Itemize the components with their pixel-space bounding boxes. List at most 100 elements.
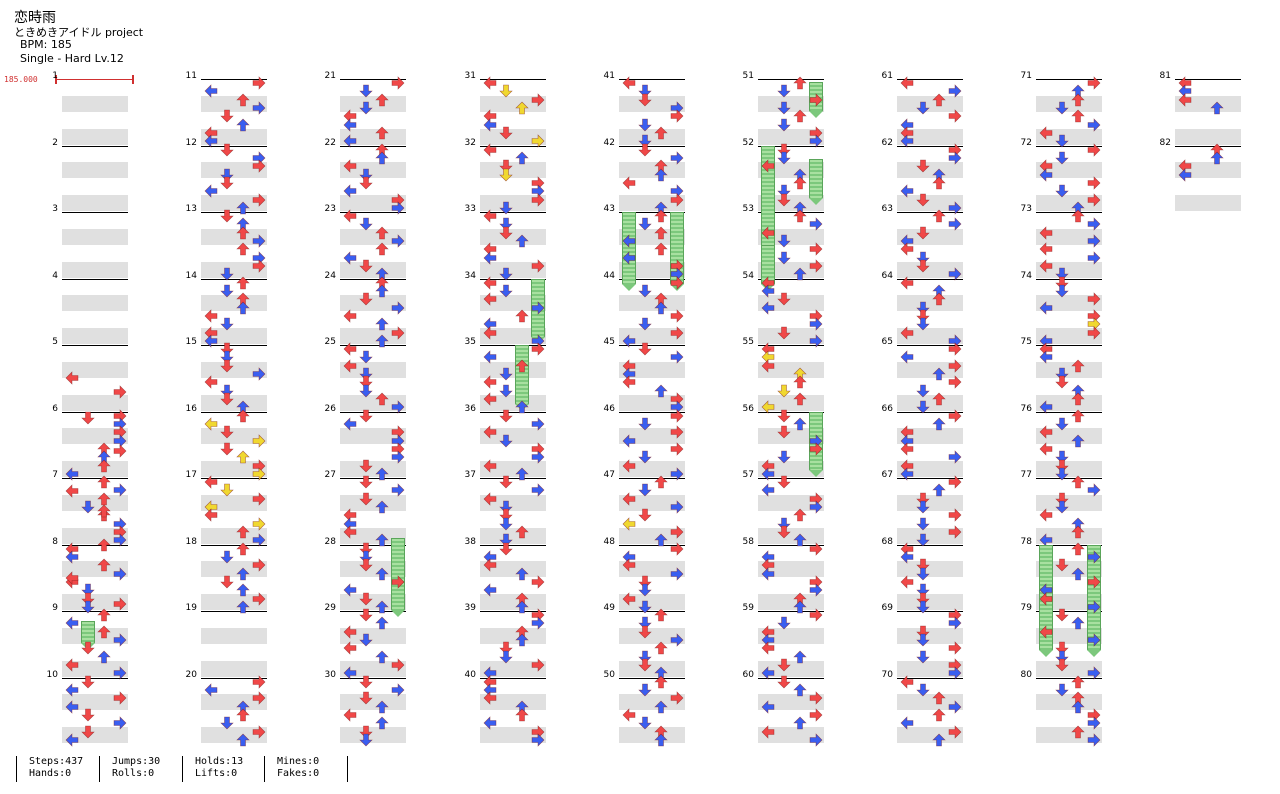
measure-number: 62 — [881, 137, 893, 148]
beat-band — [201, 527, 267, 544]
step-arrow-up — [793, 683, 807, 697]
measure-line — [340, 411, 406, 413]
step-arrow-down — [638, 650, 652, 664]
step-arrow-left — [483, 292, 497, 307]
step-arrow-down — [359, 733, 373, 747]
step-arrow-up — [932, 209, 946, 223]
step-arrow-right — [1087, 250, 1101, 265]
step-arrow-up — [375, 600, 389, 614]
beat-band — [1036, 694, 1102, 711]
step-arrow-left — [761, 467, 775, 481]
step-arrow-down — [499, 159, 513, 173]
beat-band — [1036, 95, 1102, 112]
measure-line — [480, 411, 546, 413]
step-arrow-up — [515, 600, 529, 614]
step-arrow-right — [1087, 716, 1101, 730]
measure-line — [619, 278, 685, 280]
measure-number: 35 — [464, 337, 476, 347]
step-arrow-left — [483, 558, 497, 573]
step-arrow-up — [654, 533, 668, 547]
step-arrow-left — [761, 300, 775, 315]
step-arrow-right — [252, 192, 266, 207]
step-arrow-left — [900, 467, 914, 481]
step-arrow-up — [236, 600, 250, 614]
beat-band — [340, 461, 406, 478]
beat-band — [62, 428, 128, 445]
step-arrow-right — [252, 259, 266, 273]
step-arrow-up — [236, 409, 250, 423]
measure-number: 27 — [324, 470, 336, 480]
step-arrow-down — [1055, 683, 1069, 697]
step-arrow-down — [777, 101, 791, 115]
step-arrow-right — [531, 259, 545, 273]
step-arrow-down — [499, 409, 513, 423]
measure-number: 11 — [185, 71, 197, 81]
measure-number: 34 — [464, 270, 476, 281]
measure-line — [480, 611, 546, 612]
measure-line — [758, 478, 824, 479]
step-arrow-left — [483, 458, 497, 473]
step-arrow-down — [499, 217, 513, 231]
beat-band — [480, 394, 546, 411]
step-arrow-left — [1039, 442, 1053, 456]
step-arrow-down — [777, 251, 791, 265]
step-arrow-down — [220, 284, 234, 298]
step-arrow-left — [65, 683, 79, 697]
measure-number: 28 — [324, 536, 336, 547]
step-arrow-right — [113, 597, 127, 612]
step-arrow-left — [483, 76, 497, 90]
step-arrow-up — [97, 459, 111, 473]
measure-line — [340, 611, 406, 612]
step-arrow-left — [65, 484, 79, 499]
step-arrow-left — [622, 492, 636, 506]
step-arrow-left — [65, 699, 79, 714]
step-arrow-left — [900, 275, 914, 290]
step-arrow-left — [761, 483, 775, 498]
step-arrow-down — [359, 542, 373, 556]
step-arrow-down — [359, 633, 373, 647]
measure-number: 39 — [464, 603, 476, 613]
step-arrow-left — [65, 550, 79, 564]
step-arrow-right — [670, 566, 684, 581]
step-arrow-right — [391, 483, 405, 498]
step-arrow-right — [531, 575, 545, 589]
beat-band — [62, 527, 128, 544]
measure-number: 22 — [324, 137, 336, 148]
measure-line — [758, 278, 824, 280]
step-arrow-left — [65, 371, 79, 385]
step-arrow-down — [638, 217, 652, 231]
step-arrow-down — [638, 625, 652, 639]
beat-band — [619, 428, 685, 445]
beat-band — [480, 428, 546, 445]
step-arrow-right — [113, 566, 127, 581]
measure-line — [62, 611, 128, 612]
step-arrow-up — [793, 600, 807, 614]
step-arrow-right — [1087, 117, 1101, 132]
step-arrow-down — [638, 583, 652, 597]
beat-band — [201, 95, 267, 112]
step-arrow-right — [670, 425, 684, 440]
beat-band — [758, 428, 824, 445]
step-arrow-up — [793, 650, 807, 664]
beat-band — [340, 394, 406, 411]
beat-band — [201, 727, 267, 744]
step-arrow-left — [900, 350, 914, 365]
step-arrow-down — [638, 143, 652, 157]
step-arrow-down — [359, 84, 373, 98]
step-arrow-right — [1087, 234, 1101, 248]
measure-line — [201, 212, 267, 213]
measure-line — [897, 478, 963, 479]
beat-band — [758, 627, 824, 644]
step-arrow-left — [1039, 226, 1053, 240]
step-arrow-left — [343, 583, 357, 597]
beat-band — [1036, 361, 1102, 378]
step-arrow-down — [220, 209, 234, 223]
measure-number: 52 — [742, 137, 754, 148]
measure-number: 68 — [881, 536, 893, 547]
measure-line — [480, 145, 546, 147]
measure-number: 51 — [742, 71, 754, 81]
step-arrow-down — [359, 367, 373, 381]
step-arrow-down — [1055, 267, 1069, 281]
step-arrow-right — [809, 541, 823, 556]
stat-mines: Mines:0 — [277, 756, 320, 767]
